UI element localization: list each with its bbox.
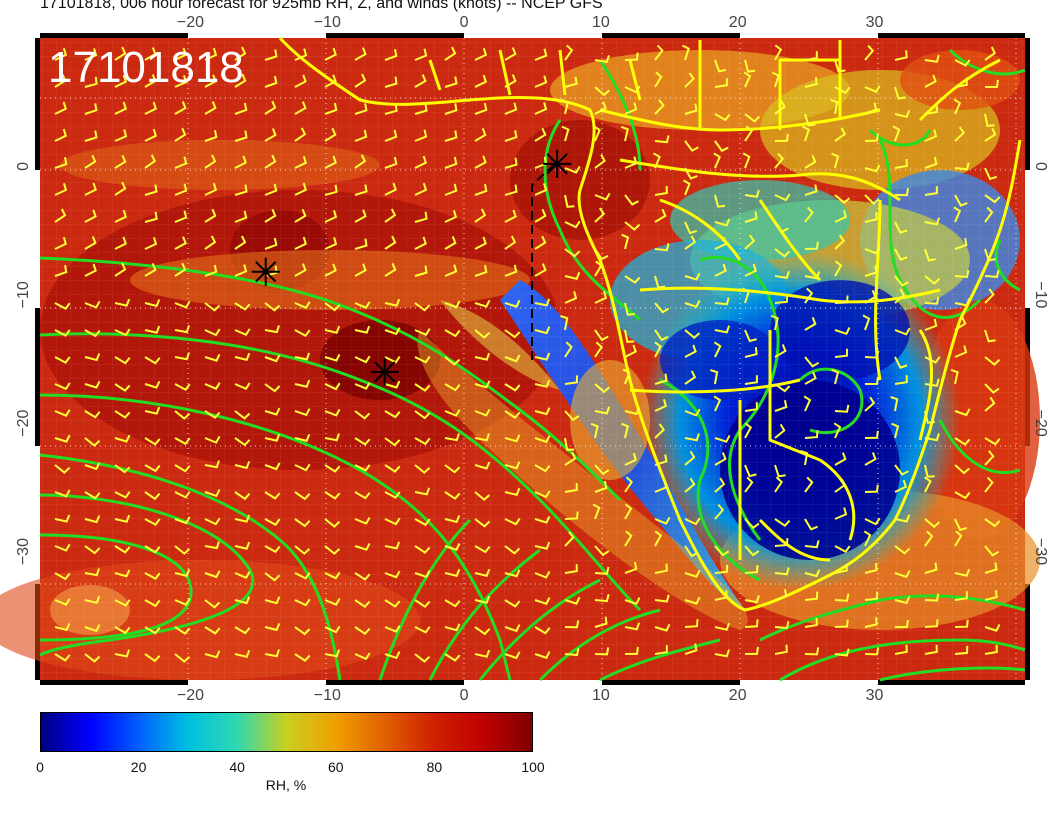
coastlines-borders [278, 36, 1022, 612]
bottom-tick-bar [40, 680, 1025, 685]
lon-tick-label: −20 [177, 687, 204, 700]
lon-tick-label: 20 [729, 14, 747, 31]
lat-tick-label: −30 [1032, 538, 1049, 565]
asterisk-marker [251, 257, 280, 286]
rh-colorbar [40, 712, 533, 752]
lat-tick-label: 0 [15, 162, 32, 171]
lon-tick-label: 30 [866, 687, 884, 700]
lon-tick-label: 10 [592, 14, 610, 31]
lat-tick-label: 0 [1032, 162, 1049, 171]
left-tick-bar [35, 38, 40, 680]
lon-tick-label: 0 [460, 14, 469, 31]
lon-tick-label: 20 [729, 687, 747, 700]
lat-tick-labels-right: 0 −10 −20 −30 [1032, 162, 1049, 565]
colorbar-tick-label: 100 [521, 759, 545, 775]
colorbar-title: RH, % [265, 777, 307, 793]
lon-tick-label: 0 [460, 687, 469, 700]
lat-tick-label: −20 [1032, 410, 1049, 437]
asterisk-marker [543, 149, 572, 178]
height-contours [39, 48, 1026, 682]
lon-tick-label: −10 [314, 14, 341, 31]
timestamp-label: 17101818 [48, 43, 244, 92]
track-line [531, 162, 557, 360]
lat-tick-label: −10 [15, 281, 32, 308]
lon-tick-label: −20 [177, 14, 204, 31]
colorbar-tick-label: 60 [328, 759, 344, 775]
colorbar-tick-label: 40 [229, 759, 245, 775]
top-tick-bar [40, 33, 1025, 38]
colorbar-tick-label: 0 [36, 759, 44, 775]
asterisk-marker [370, 357, 399, 386]
lat-tick-labels-left: 0 −10 −20 −30 [15, 162, 32, 565]
colorbar-tick-label: 20 [130, 759, 147, 775]
lat-tick-label: −30 [15, 538, 32, 565]
lon-tick-label: −10 [314, 687, 341, 700]
map-panel: 17101818 −20 −10 0 10 20 30 −20 −10 0 10 20 30 0 −1… [0, 14, 1049, 700]
storm-markers [251, 149, 572, 386]
lon-tick-labels-bottom: −20 −10 0 10 20 30 [177, 687, 884, 700]
lat-tick-label: −20 [15, 410, 32, 437]
colorbar-tick-label: 80 [426, 759, 443, 775]
lon-tick-labels-top: −20 −10 0 10 20 30 [177, 14, 884, 31]
figure-title: 17101818, 006 hour forecast for 925mb RH… [40, 0, 603, 12]
wind-barbs [54, 44, 1001, 663]
lon-tick-label: 30 [866, 14, 884, 31]
lon-tick-label: 10 [592, 687, 610, 700]
lat-tick-label: −10 [1032, 281, 1049, 308]
map-svg: 17101818 −20 −10 0 10 20 30 −20 −10 0 10 20 30 0 −1… [0, 14, 1049, 700]
